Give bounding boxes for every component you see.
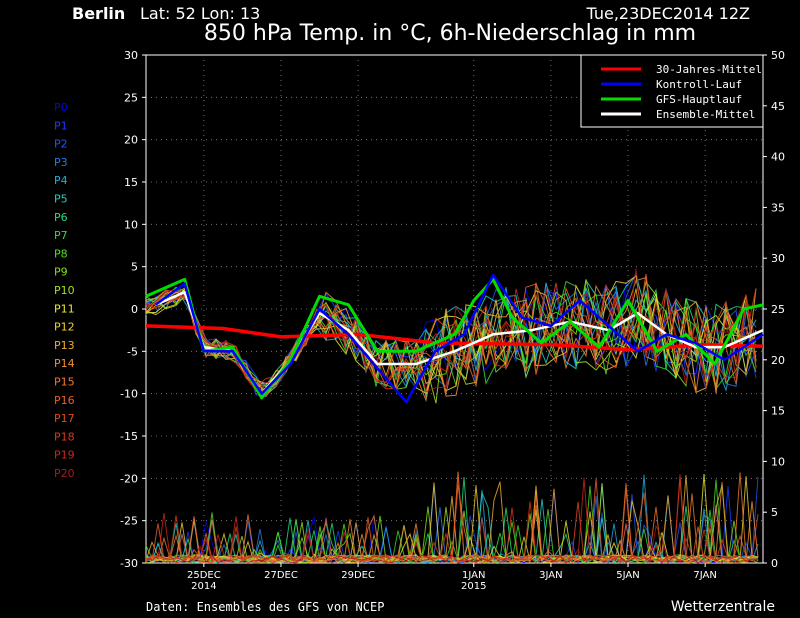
y-axis-right: 0 5 10 15 20 25 30 35 40 45 50 xyxy=(763,49,785,570)
member-label: P5 xyxy=(54,193,68,206)
member-label: P2 xyxy=(54,138,68,151)
member-label: P8 xyxy=(54,247,68,260)
member-label: P12 xyxy=(54,321,75,334)
member-label: P19 xyxy=(54,449,75,462)
y-axis-left: -30 -25 -20 -15 -10 -5 0 5 10 15 20 25 30 xyxy=(120,49,146,570)
x-tick-label: 5JAN xyxy=(616,570,639,581)
member-label: P3 xyxy=(54,156,68,169)
y-left-tick-label: 5 xyxy=(131,261,138,274)
y-right-tick-label: 45 xyxy=(771,100,785,113)
series-line-kontroll-lauf xyxy=(154,273,764,404)
y-left-tick-label: -20 xyxy=(120,472,138,485)
legend-label: Kontroll-Lauf xyxy=(656,78,742,91)
y-right-tick-label: 40 xyxy=(771,151,785,164)
member-label: P16 xyxy=(54,394,75,407)
member-label: P14 xyxy=(54,357,75,370)
plot-frame xyxy=(145,54,764,564)
y-right-tick-label: 15 xyxy=(771,405,785,418)
y-right-tick-label: 35 xyxy=(771,201,785,214)
member-label: P18 xyxy=(54,430,75,443)
y-right-tick-label: 10 xyxy=(771,455,785,468)
member-label: P15 xyxy=(54,376,75,389)
member-label: P1 xyxy=(54,119,68,132)
brand-label: Wetterzentrale xyxy=(671,599,775,615)
series-lines xyxy=(145,273,764,404)
y-left-tick-label: 20 xyxy=(124,134,138,147)
location-label: Berlin xyxy=(72,4,125,23)
x-tick-label: 29DEC xyxy=(341,570,375,581)
member-precip-trace xyxy=(145,472,759,564)
chart-title: 850 hPa Temp. in °C, 6h-Niederschlag in … xyxy=(204,21,696,46)
member-label: P20 xyxy=(54,467,75,480)
x-tick-label: 1JAN xyxy=(462,570,485,581)
y-left-tick-label: -10 xyxy=(120,388,138,401)
member-label: P7 xyxy=(54,229,68,242)
member-label: P0 xyxy=(54,101,68,114)
member-label: P17 xyxy=(54,412,75,425)
y-left-tick-label: -30 xyxy=(120,557,138,570)
member-label: P11 xyxy=(54,302,75,315)
y-right-tick-label: 25 xyxy=(771,303,785,316)
y-right-tick-label: 50 xyxy=(771,49,785,62)
y-right-tick-label: 20 xyxy=(771,354,785,367)
member-trace xyxy=(145,268,757,393)
source-note: Daten: Ensembles des GFS von NCEP xyxy=(146,600,384,614)
y-left-tick-label: 10 xyxy=(124,218,138,231)
member-label: P10 xyxy=(54,284,75,297)
x-tick-label: 27DEC xyxy=(264,570,298,581)
member-label: P9 xyxy=(54,266,68,279)
y-left-tick-label: 30 xyxy=(124,49,138,62)
x-tick-sublabel: 2015 xyxy=(461,581,486,592)
y-left-tick-label: 15 xyxy=(124,176,138,189)
y-left-tick-label: -5 xyxy=(127,345,138,358)
member-label: P13 xyxy=(54,339,75,352)
y-right-tick-label: 5 xyxy=(771,506,778,519)
member-trace xyxy=(145,282,757,397)
member-trace xyxy=(145,273,757,397)
x-tick-label: 7JAN xyxy=(693,570,716,581)
y-right-tick-label: 0 xyxy=(771,557,778,570)
legend: 30-Jahres-Mittel Kontroll-Lauf GFS-Hauptla… xyxy=(580,54,764,128)
legend-label: 30-Jahres-Mittel xyxy=(656,63,762,76)
y-left-tick-label: -15 xyxy=(120,430,138,443)
x-tick-label: 25DEC xyxy=(187,570,221,581)
legend-label: Ensemble-Mittel xyxy=(656,108,755,121)
y-left-tick-label: -25 xyxy=(120,515,138,528)
member-trace xyxy=(145,286,757,393)
x-tick-label: 3JAN xyxy=(539,570,562,581)
y-left-tick-label: 25 xyxy=(124,91,138,104)
model-run-label: Tue,23DEC2014 12Z xyxy=(586,4,751,23)
member-precip-trace xyxy=(145,501,759,564)
legend-label: GFS-Hauptlauf xyxy=(656,93,742,106)
y-right-tick-label: 30 xyxy=(771,252,785,265)
y-left-tick-label: 0 xyxy=(131,303,138,316)
member-list: P0 P1 P2 P3 P4 P5 P6 P7 P8 P9 P10 P11 P12 P13 P14 P15 P1… xyxy=(54,101,75,480)
member-label: P4 xyxy=(54,174,68,187)
member-label: P6 xyxy=(54,211,68,224)
x-tick-sublabel: 2014 xyxy=(191,581,216,592)
coords-label: Lat: 52 Lon: 13 xyxy=(140,4,260,23)
member-precip-trace xyxy=(145,523,759,564)
